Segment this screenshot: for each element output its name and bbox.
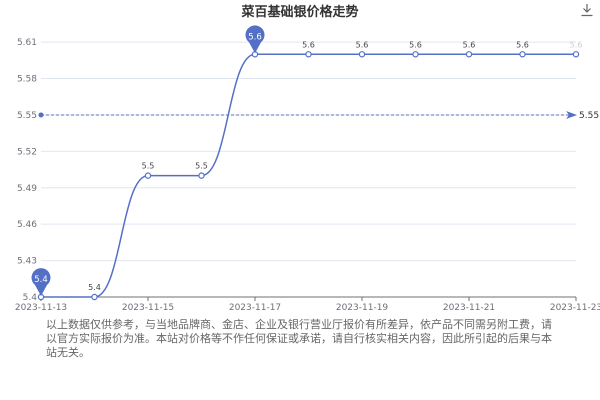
- data-label: 5.6: [409, 40, 422, 49]
- download-icon[interactable]: [580, 3, 594, 17]
- average-line-label: 5.55: [579, 111, 599, 121]
- data-label: 5.6: [356, 40, 369, 49]
- average-line-arrow: [566, 110, 577, 119]
- line-chart: 5.4 5.43 5.46 5.49 5.52 5.55 5.58 5.61 2023-11-1…: [15, 25, 600, 313]
- data-point: [144, 172, 152, 179]
- y-tick-label: 5.58: [17, 75, 37, 85]
- data-point: [198, 172, 205, 179]
- data-point: [519, 51, 526, 58]
- data-label: 5.4: [88, 283, 101, 292]
- data-label: 5.6: [516, 40, 529, 49]
- data-point: [572, 51, 580, 58]
- data-point: [358, 51, 366, 58]
- data-point: [465, 51, 473, 58]
- max-marker: [245, 25, 265, 54]
- data-label: 5.6: [570, 40, 583, 49]
- y-tick-label: 5.49: [17, 184, 37, 194]
- x-tick-label: 2023-11-19: [336, 303, 389, 313]
- x-tick-label: 2023-11-21: [443, 303, 495, 313]
- data-point: [412, 51, 419, 58]
- y-tick-label: 5.43: [17, 257, 37, 267]
- marker-layer: 5.4 5.6: [31, 25, 265, 296]
- footnote-text: 以上数据仅供参考，与当地品牌商、金店、企业及银行营业厅报价有所差异，依产品不同需…: [46, 318, 552, 359]
- min-marker-label: 5.4: [34, 275, 48, 285]
- chart-title: 菜百基础银价格走势: [241, 5, 359, 20]
- y-tick-label: 5.55: [17, 111, 37, 121]
- grid-layer: [41, 41, 576, 262]
- min-marker: [31, 268, 51, 296]
- x-tick-label: 2023-11-13: [15, 303, 67, 313]
- data-label: 5.6: [302, 40, 315, 49]
- data-label: 5.5: [142, 162, 155, 171]
- average-line-layer: 5.55: [38, 110, 599, 121]
- x-tick-label: 2023-11-15: [122, 303, 174, 313]
- series-layer: 5.4 5.5 5.5 5.6 5.6 5.6 5.6 5.6 5.6: [37, 40, 583, 301]
- max-marker-label: 5.6: [248, 32, 262, 42]
- data-point: [91, 293, 98, 301]
- y-tick-label: 5.4: [23, 293, 38, 303]
- y-tick-label: 5.52: [17, 147, 37, 157]
- y-tick-label: 5.46: [17, 220, 37, 230]
- average-line-start-dot: [38, 112, 44, 118]
- x-tick-label: 2023-11-17: [229, 303, 281, 313]
- y-tick-label: 5.61: [17, 38, 37, 48]
- axis-layer: 5.4 5.43 5.46 5.49 5.52 5.55 5.58 5.61 2023-11-1…: [15, 38, 600, 313]
- data-point: [305, 51, 312, 58]
- x-tick-label: 2023-11-23: [550, 303, 600, 313]
- data-label: 5.5: [195, 162, 208, 171]
- data-label: 5.6: [463, 40, 476, 49]
